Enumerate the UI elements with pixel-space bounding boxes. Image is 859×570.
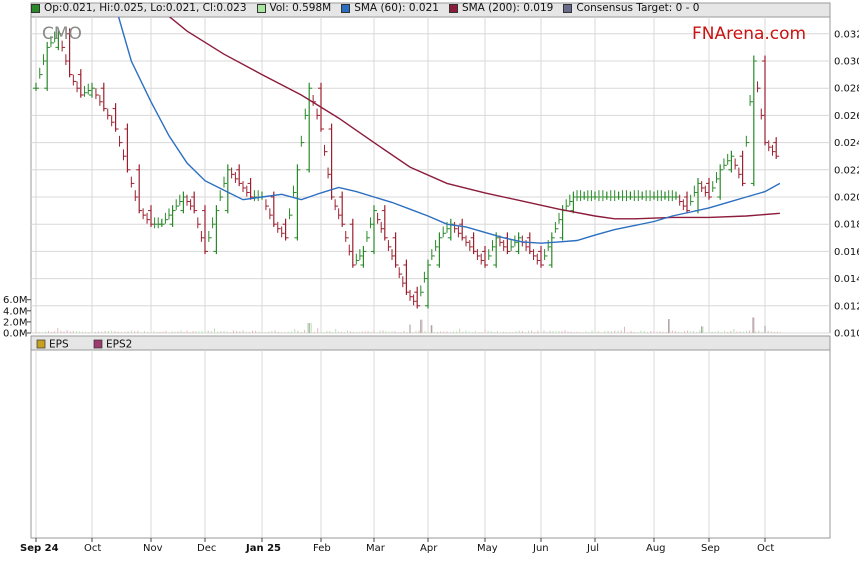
ohlc-swatch (31, 3, 40, 13)
legend-ohlc-label: Op:0.021, Hi:0.025, Lo:0.021, Cl:0.023 (44, 2, 247, 14)
price-tick-label: 0.028 (834, 84, 859, 95)
lower-legend-bar (30, 335, 831, 351)
legend-volume: Vol: 0.598M (256, 2, 332, 14)
x-tick-label: Nov (143, 543, 163, 554)
sma-layer (117, 17, 781, 244)
legend-consensus-label: Consensus Target: 0 - 0 (576, 2, 700, 14)
volume-tick-label: 4.0M (3, 306, 28, 317)
upper-plot-frame (30, 2, 831, 334)
price-tick-label: 0.018 (834, 220, 859, 231)
lower-grid (35, 350, 766, 538)
x-tick-label: Oct (84, 543, 101, 554)
x-tick-label: Sep (701, 543, 720, 554)
legend-volume-label: Vol: 0.598M (269, 2, 332, 14)
upper-grid (31, 17, 830, 334)
volume-axis: 6.0M4.0M2.0M0.0M (3, 295, 31, 340)
price-tick-label: 0.030 (834, 57, 859, 68)
x-tick-label: Feb (313, 543, 331, 554)
x-tick-label: Jul (586, 543, 599, 554)
x-tick-label: Jan 25 (245, 543, 281, 554)
x-tick-label: May (477, 543, 498, 554)
price-tick-label: 0.022 (834, 165, 859, 176)
x-tick-label: Apr (420, 543, 438, 554)
x-tick-label: Aug (646, 543, 666, 554)
price-axis: 0.032 0.030 0.028 0.026 0.024 0.022 0.020 0.018… (834, 29, 859, 339)
ohlc-layer (33, 28, 780, 309)
eps2-swatch (93, 339, 103, 349)
sma60-swatch (341, 3, 351, 13)
sma200-line (168, 17, 780, 220)
legend-sma60: SMA (60): 0.021 (341, 2, 439, 14)
x-tick-label: Mar (366, 543, 386, 554)
ticker-label: CMO (42, 24, 82, 44)
eps-legend-label: EPS (49, 339, 69, 351)
price-tick-label: 0.024 (834, 138, 859, 149)
volume-layer (35, 317, 782, 333)
upper-legend: Op:0.021, Hi:0.025, Lo:0.021, Cl:0.023 V… (31, 2, 699, 14)
legend-sma60-label: SMA (60): 0.021 (354, 2, 439, 14)
price-tick-label: 0.026 (834, 111, 859, 122)
volume-tick-label: 2.0M (3, 317, 28, 328)
legend-ohlc: Op:0.021, Hi:0.025, Lo:0.021, Cl:0.023 (31, 2, 247, 14)
lower-plot-frame (30, 335, 831, 539)
price-tick-label: 0.014 (834, 274, 859, 285)
legend-consensus: Consensus Target: 0 - 0 (563, 2, 699, 14)
x-tick-label: Dec (197, 543, 216, 554)
volume-tick-label: 0.0M (3, 329, 28, 340)
volume-swatch (256, 3, 266, 13)
price-tick-label: 0.010 (834, 329, 859, 340)
legend-sma200-label: SMA (200): 0.019 (461, 2, 554, 14)
legend-sma200: SMA (200): 0.019 (448, 2, 554, 14)
price-tick-label: 0.020 (834, 193, 859, 204)
price-tick-label: 0.012 (834, 301, 859, 312)
x-tick-label: Oct (757, 543, 774, 554)
eps2-legend-label: EPS2 (106, 339, 132, 351)
price-tick-label: 0.016 (834, 247, 859, 258)
x-tick-label: Jun (532, 543, 549, 554)
brand-logo: FNArena.com (692, 24, 806, 44)
sma200-swatch (448, 3, 458, 13)
price-tick-label: 0.032 (834, 29, 859, 40)
sma60-line (117, 17, 781, 244)
eps-swatch (36, 339, 46, 349)
volume-tick-label: 6.0M (3, 295, 28, 306)
x-tick-label: Sep 24 (20, 543, 59, 554)
x-axis: Sep 24 Oct Nov Dec Jan 25 Feb Mar Apr May Jun Jul A… (20, 537, 830, 554)
consensus-swatch (563, 3, 573, 13)
